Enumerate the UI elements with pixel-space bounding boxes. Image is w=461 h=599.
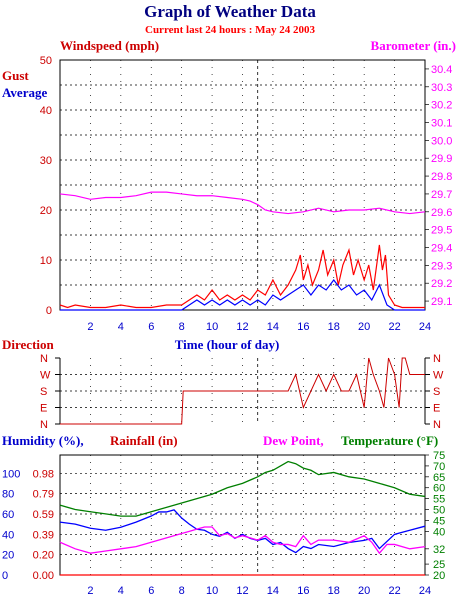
humidity-tick-label: 0 [2, 570, 8, 582]
rain-tick-label: 0.20 [33, 550, 54, 562]
y-right-tick-label: 29.6 [431, 207, 452, 219]
y-right-tick-label: 29.8 [431, 171, 452, 183]
x-tick-label: 20 [358, 585, 370, 597]
x-tick-label: 24 [419, 321, 431, 333]
temp-tick-label: 40 [433, 526, 445, 538]
humidity-tick-label: 100 [2, 468, 20, 480]
y-right-tick-label: 29.3 [431, 260, 452, 272]
x-tick-label: 2 [87, 585, 93, 597]
rain-tick-label: 0.00 [33, 570, 54, 582]
y-right-tick-label: 29.2 [431, 278, 452, 290]
humidity-tick-label: 40 [2, 529, 14, 541]
temp-tick-label: 75 [433, 450, 445, 462]
page-subtitle: Current last 24 hours : May 24 2003 [145, 24, 315, 36]
y-left-tick-label: 20 [40, 205, 52, 217]
series-line-barometer [59, 191, 426, 215]
x-tick-label: 6 [148, 585, 154, 597]
x-tick-label: 20 [358, 321, 370, 333]
dewpoint-label: Dew Point, [263, 433, 324, 448]
y-right-tick-label: 30.0 [431, 135, 452, 147]
series-line-dew-point [59, 526, 426, 555]
y-right-tick-label: 30.4 [431, 64, 452, 76]
humidity-tick-label: 80 [2, 489, 14, 501]
plot-frame [59, 59, 426, 311]
temp-tick-label: 25 [433, 559, 445, 571]
x-tick-label: 18 [328, 321, 340, 333]
y-left-tick-label: 40 [40, 105, 52, 117]
series-line-temperature [59, 460, 426, 517]
humidity-tick-label: 20 [2, 550, 14, 562]
temp-tick-label: 32 [433, 544, 445, 556]
series-line-average [60, 279, 425, 311]
y-right-tick-label: S [433, 386, 440, 398]
y-left-tick-label: N [40, 353, 48, 365]
legend-gust: Gust [2, 68, 29, 83]
y-left-tick-label: 30 [40, 155, 52, 167]
x-tick-label: 6 [148, 321, 154, 333]
x-tick-label: 14 [267, 321, 279, 333]
y-left-tick-label: 10 [40, 255, 52, 267]
x-tick-label: 2 [87, 321, 93, 333]
x-tick-label: 16 [297, 585, 309, 597]
x-tick-label: 10 [206, 321, 218, 333]
y-right-tick-label: 30.1 [431, 118, 452, 130]
x-tick-label: 16 [297, 321, 309, 333]
x-tick-label: 22 [388, 585, 400, 597]
y-right-tick-label: N [433, 419, 441, 431]
temp-tick-label: 60 [433, 483, 445, 495]
y-left-tick-label: E [40, 403, 47, 415]
y-right-tick-label: 30.3 [431, 82, 452, 94]
y-right-tick-label: 29.7 [431, 189, 452, 201]
humidity-tick-label: 60 [2, 509, 14, 521]
x-axis-label: Time (hour of day) [175, 337, 280, 352]
y-right-tick-label: 29.4 [431, 243, 452, 255]
x-tick-label: 10 [206, 585, 218, 597]
y-right-tick-label: 29.1 [431, 296, 452, 308]
humidity-label: Humidity (%), [2, 433, 84, 448]
y-left-tick-label: S [40, 386, 47, 398]
x-tick-label: 4 [118, 321, 124, 333]
x-tick-label: 8 [179, 321, 185, 333]
y-right-tick-label: E [433, 403, 440, 415]
temperature-label: Temperature (°F) [341, 433, 438, 448]
x-tick-label: 12 [236, 585, 248, 597]
temp-tick-label: 45 [433, 515, 445, 527]
rain-tick-label: 0.98 [33, 468, 54, 480]
series-line-gust [59, 244, 425, 309]
x-tick-label: 22 [388, 321, 400, 333]
x-tick-label: 4 [118, 585, 124, 597]
temp-tick-label: 70 [433, 461, 445, 473]
rain-tick-label: 0.39 [33, 529, 54, 541]
y-right-tick-label: 29.5 [431, 225, 452, 237]
x-tick-label: 8 [179, 585, 185, 597]
windspeed-axis-label: Windspeed (mph) [60, 38, 159, 53]
rain-tick-label: 0.59 [33, 509, 54, 521]
rainfall-label: Rainfall (in) [110, 433, 178, 448]
rain-tick-label: 0.79 [33, 489, 54, 501]
direction-label: Direction [2, 337, 55, 352]
y-right-tick-label: 29.9 [431, 153, 452, 165]
barometer-axis-label: Barometer (in.) [371, 38, 456, 53]
x-tick-label: 24 [419, 585, 431, 597]
x-tick-label: 18 [328, 585, 340, 597]
y-left-tick-label: 0 [46, 305, 52, 317]
y-right-tick-label: N [433, 353, 441, 365]
y-left-tick-label: 50 [40, 55, 52, 67]
y-right-tick-label: 30.2 [431, 100, 452, 112]
temp-tick-label: 65 [433, 472, 445, 484]
page-title: Graph of Weather Data [144, 2, 316, 21]
temp-tick-label: 20 [433, 570, 445, 582]
x-tick-label: 14 [267, 585, 279, 597]
y-left-tick-label: W [40, 370, 51, 382]
temp-tick-label: 50 [433, 505, 445, 517]
y-left-tick-label: N [40, 419, 48, 431]
temp-tick-label: 55 [433, 494, 445, 506]
x-tick-label: 12 [236, 321, 248, 333]
y-right-tick-label: W [433, 370, 444, 382]
series-line-direction [60, 357, 425, 425]
legend-average: Average [2, 85, 47, 100]
